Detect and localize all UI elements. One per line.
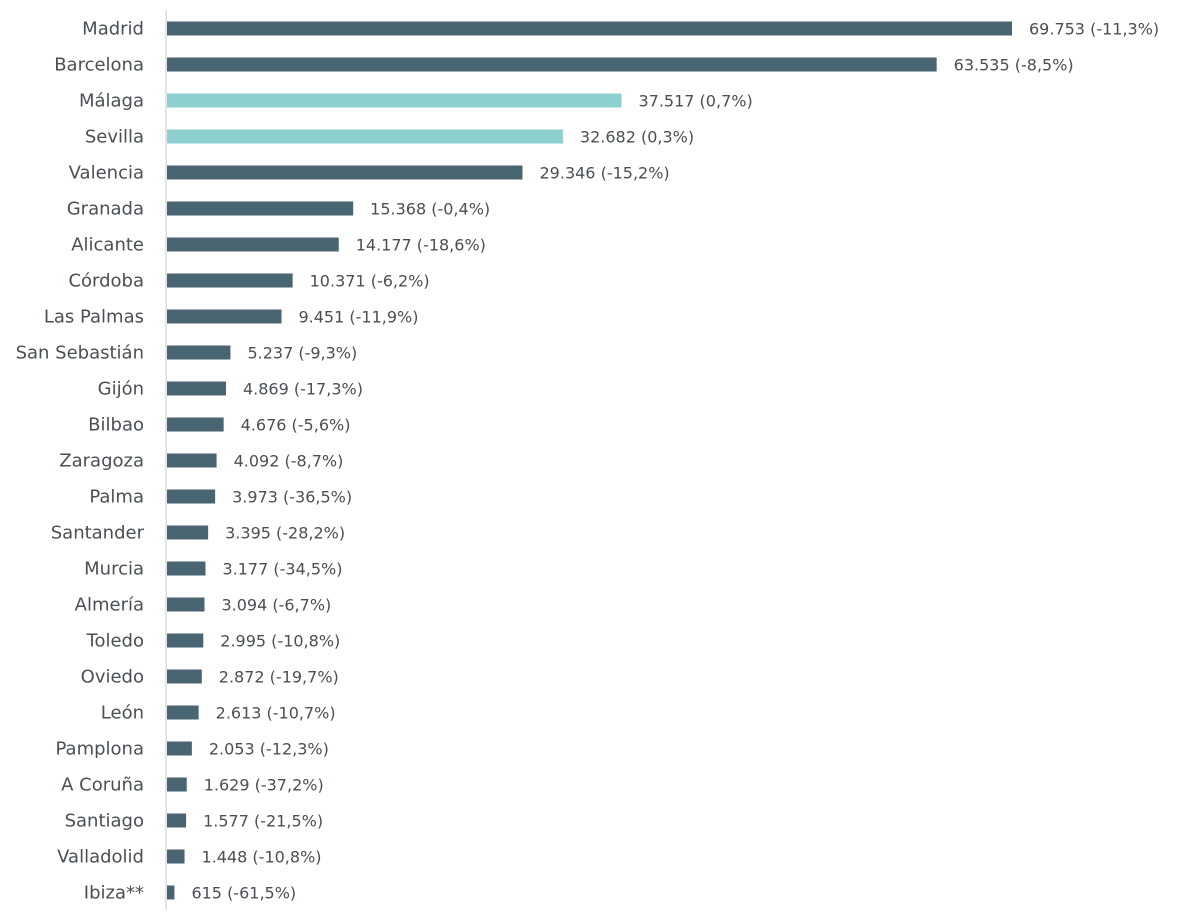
value-label: 4.869 (-17,3%) (243, 380, 363, 399)
value-label: 3.177 (-34,5%) (222, 560, 342, 579)
value-label: 1.448 (-10,8%) (202, 848, 322, 867)
category-label: Ibiza** (84, 883, 144, 904)
bar (167, 777, 187, 792)
value-label: 3.395 (-28,2%) (225, 524, 345, 543)
value-label: 2.872 (-19,7%) (219, 668, 339, 687)
value-label: 615 (-61,5%) (191, 884, 296, 903)
value-label: 32.682 (0,3%) (580, 128, 694, 147)
value-label: 15.368 (-0,4%) (370, 200, 490, 219)
value-label: 63.535 (-8,5%) (954, 56, 1074, 75)
bar (167, 489, 216, 504)
bar (167, 273, 293, 288)
category-label: Valladolid (57, 847, 144, 868)
bar (167, 417, 224, 432)
bar (167, 705, 199, 720)
bar (167, 633, 204, 648)
category-label: Barcelona (54, 55, 144, 76)
category-label: Palma (89, 487, 144, 508)
bars-layer: Madrid 69.753 (-11,3%) Barcelona 63.535 (-8… (16, 19, 1160, 904)
bar (167, 165, 523, 180)
category-label: A Coruña (61, 775, 144, 796)
value-label: 14.177 (-18,6%) (356, 236, 486, 255)
value-label: 29.346 (-15,2%) (540, 164, 670, 183)
category-label: Pamplona (56, 739, 145, 760)
value-label: 4.676 (-5,6%) (241, 416, 351, 435)
category-label: Sevilla (85, 127, 144, 148)
value-label: 3.094 (-6,7%) (221, 596, 331, 615)
value-label: 9.451 (-11,9%) (298, 308, 418, 327)
value-label: 3.973 (-36,5%) (232, 488, 352, 507)
bar (167, 669, 202, 684)
value-label: 1.577 (-21,5%) (203, 812, 323, 831)
value-label: 2.995 (-10,8%) (220, 632, 340, 651)
bar (167, 525, 209, 540)
bar (167, 597, 205, 612)
category-label: Toledo (86, 631, 144, 652)
bar (167, 741, 192, 756)
category-label: Santander (51, 523, 145, 544)
category-label: Oviedo (81, 667, 144, 688)
value-label: 69.753 (-11,3%) (1029, 20, 1159, 39)
bar (167, 21, 1012, 36)
bar (167, 237, 339, 252)
category-label: Las Palmas (44, 307, 144, 328)
category-label: Granada (67, 199, 144, 220)
value-label: 37.517 (0,7%) (638, 92, 752, 111)
category-label: Almería (75, 595, 144, 616)
category-label: Murcia (84, 559, 144, 580)
value-label: 2.613 (-10,7%) (216, 704, 336, 723)
bar (167, 93, 622, 108)
value-label: 1.629 (-37,2%) (204, 776, 324, 795)
bar (167, 57, 937, 72)
value-label: 2.053 (-12,3%) (209, 740, 329, 759)
bar (167, 849, 185, 864)
bar (167, 309, 282, 324)
category-label: Málaga (79, 91, 144, 112)
bar (167, 129, 563, 144)
bar (167, 885, 175, 900)
category-label: Bilbao (88, 415, 144, 436)
bar (167, 813, 187, 828)
bar (167, 453, 217, 468)
bar (167, 561, 206, 576)
category-label: Gijón (98, 379, 144, 400)
value-label: 10.371 (-6,2%) (310, 272, 430, 291)
value-label: 4.092 (-8,7%) (234, 452, 344, 471)
bar (167, 381, 226, 396)
category-label: San Sebastián (16, 343, 144, 364)
category-label: Santiago (65, 811, 144, 832)
category-label: Córdoba (68, 271, 144, 292)
category-label: Alicante (71, 235, 144, 256)
category-label: León (101, 703, 144, 724)
bar (167, 345, 231, 360)
value-label: 5.237 (-9,3%) (247, 344, 357, 363)
category-label: Valencia (69, 163, 144, 184)
category-label: Zaragoza (59, 451, 144, 472)
bar (167, 201, 354, 216)
category-label: Madrid (82, 19, 144, 40)
